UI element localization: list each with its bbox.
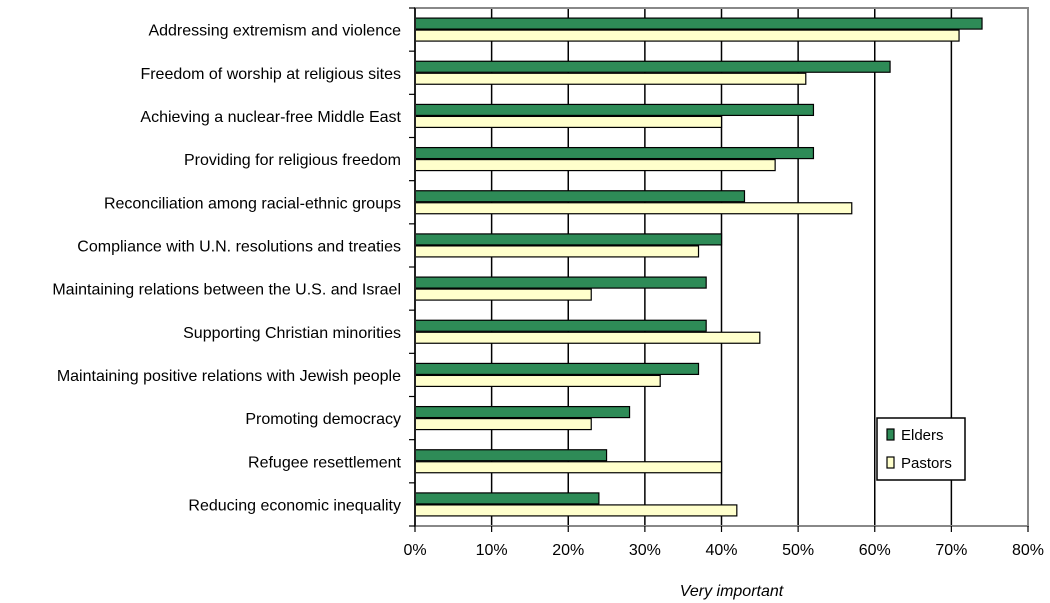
bar-pastors — [414, 331, 761, 344]
category-label: Addressing extremism and violence — [148, 23, 401, 40]
category-label: Reducing economic inequality — [188, 497, 401, 514]
bar-pastors — [414, 245, 700, 258]
bar-elders — [414, 276, 707, 289]
bar-elders — [414, 103, 815, 117]
bar-pastors — [414, 72, 807, 85]
legend-swatch-elders — [886, 428, 895, 441]
category-label: Maintaining positive relations with Jewi… — [57, 368, 401, 385]
x-tick-label: 60% — [859, 542, 891, 559]
category-label: Refugee resettlement — [248, 454, 402, 471]
bar-pastors — [414, 202, 853, 215]
bar-pastors — [414, 374, 661, 388]
bar-elders — [414, 319, 707, 332]
bar-elders — [414, 17, 983, 30]
legend-label-pastors: Pastors — [901, 455, 952, 472]
bar-pastors — [414, 504, 738, 517]
bar-pastors — [414, 417, 592, 431]
legend-box — [876, 417, 966, 481]
bar-elders — [414, 233, 723, 246]
legend: Elders Pastors — [876, 417, 966, 481]
bar-elders — [414, 449, 608, 462]
category-label: Achieving a nuclear-free Middle East — [140, 109, 401, 126]
bar-pastors — [414, 115, 723, 129]
x-tick-label: 80% — [1012, 542, 1044, 559]
x-tick-label: 50% — [782, 542, 814, 559]
x-tick-label: 70% — [935, 542, 967, 559]
category-labels: Addressing extremism and violence Freedom… — [52, 23, 401, 515]
legend-label-elders: Elders — [901, 427, 944, 444]
category-label: Providing for religious freedom — [184, 152, 401, 169]
bar-elders — [414, 190, 746, 203]
bar-elders — [414, 60, 891, 73]
bar-pastors — [414, 158, 776, 172]
bar-elders — [414, 362, 700, 376]
category-label: Supporting Christian minorities — [183, 325, 401, 342]
category-label: Reconciliation among racial-ethnic group… — [104, 195, 401, 212]
bar-pastors — [414, 29, 960, 42]
x-axis-label: Very important — [680, 583, 784, 600]
bar-elders — [414, 405, 631, 419]
x-tick-label: 10% — [476, 542, 508, 559]
legend-swatch-pastors — [886, 456, 895, 469]
x-tick-label: 20% — [552, 542, 584, 559]
bar-pastors — [414, 288, 592, 301]
category-label: Promoting democracy — [245, 411, 401, 428]
category-label: Maintaining relations between the U.S. a… — [52, 282, 401, 299]
x-ticks: 0% 10% 20% 30% 40% 50% 60% 70% 80% — [403, 7, 1044, 559]
category-label: Compliance with U.N. resolutions and tre… — [77, 238, 401, 255]
x-tick-label: 40% — [705, 542, 737, 559]
bar-elders — [414, 146, 815, 160]
bar-elders — [414, 492, 600, 505]
category-label: Freedom of worship at religious sites — [140, 66, 401, 83]
gridlines — [490, 8, 953, 526]
x-tick-label: 0% — [403, 542, 426, 559]
bar-pastors — [414, 461, 723, 474]
x-tick-label: 30% — [629, 542, 661, 559]
